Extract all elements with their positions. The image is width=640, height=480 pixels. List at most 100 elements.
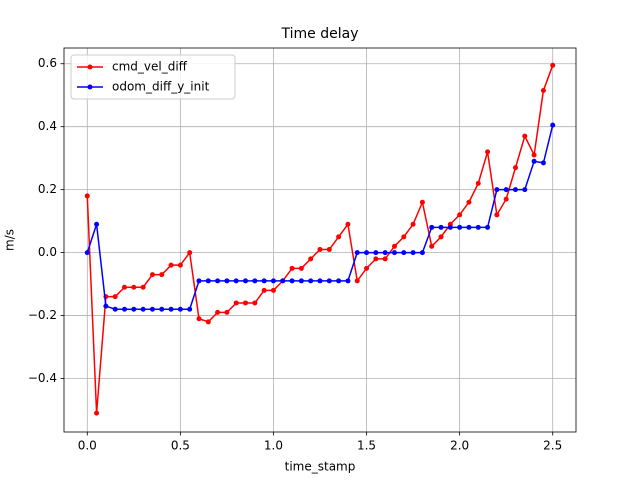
x-tick-label: 0.5 — [171, 439, 190, 453]
point — [457, 212, 463, 218]
point — [475, 180, 481, 186]
point — [187, 250, 193, 256]
point — [410, 250, 416, 256]
legend-label: odom_diff_y_init — [112, 80, 210, 94]
x-tick-label: 1.5 — [357, 439, 376, 453]
point — [438, 224, 444, 230]
point — [354, 278, 360, 284]
point — [466, 199, 472, 205]
point — [336, 278, 342, 284]
point — [112, 294, 118, 300]
point — [159, 272, 165, 278]
x-tick-label: 2.0 — [450, 439, 469, 453]
point — [345, 278, 351, 284]
point — [177, 262, 183, 268]
point — [317, 278, 323, 284]
legend: cmd_vel_diff odom_diff_y_init — [70, 54, 236, 100]
point — [205, 278, 211, 284]
point — [419, 199, 425, 205]
series — [84, 122, 556, 312]
point — [261, 287, 267, 293]
point — [336, 234, 342, 240]
point — [94, 221, 100, 227]
point — [345, 221, 351, 227]
point — [550, 122, 556, 128]
point — [168, 306, 174, 312]
point — [280, 278, 286, 284]
point — [224, 309, 230, 315]
point — [373, 250, 379, 256]
point — [196, 316, 202, 322]
point — [252, 278, 258, 284]
point — [485, 224, 491, 230]
point — [457, 224, 463, 230]
point — [224, 278, 230, 284]
point — [243, 300, 249, 306]
legend-box — [70, 54, 236, 100]
point — [522, 187, 528, 193]
point — [84, 250, 90, 256]
legend-marker — [87, 64, 93, 70]
point — [419, 250, 425, 256]
point — [298, 278, 304, 284]
point — [354, 250, 360, 256]
point — [289, 278, 295, 284]
point — [531, 152, 537, 158]
point — [512, 165, 518, 171]
point — [429, 243, 435, 249]
point — [466, 224, 472, 230]
point — [512, 187, 518, 193]
point — [308, 278, 314, 284]
point — [391, 243, 397, 249]
point — [140, 284, 146, 290]
point — [401, 234, 407, 240]
point — [149, 306, 155, 312]
point — [252, 300, 258, 306]
chart-title: Time delay — [281, 26, 359, 42]
point — [364, 265, 370, 271]
point — [168, 262, 174, 268]
point — [122, 306, 128, 312]
point — [103, 303, 109, 309]
point — [298, 265, 304, 271]
point — [503, 187, 509, 193]
point — [317, 246, 323, 252]
point — [187, 306, 193, 312]
y-tick-label: 0.0 — [38, 245, 57, 259]
point — [494, 212, 500, 218]
legend-label: cmd_vel_diff — [112, 60, 188, 74]
axes-frame — [63, 47, 577, 433]
point — [382, 256, 388, 262]
point — [540, 160, 546, 166]
point — [326, 246, 332, 252]
series — [84, 62, 556, 416]
point — [243, 278, 249, 284]
point — [84, 193, 90, 199]
point — [429, 224, 435, 230]
point — [364, 250, 370, 256]
point — [522, 133, 528, 139]
y-axis-label: m/s — [3, 229, 17, 251]
point — [270, 278, 276, 284]
x-tick-label: 1.0 — [264, 439, 283, 453]
x-tick-label: 2.5 — [543, 439, 562, 453]
y-tick-label: 0.2 — [38, 182, 57, 196]
point — [131, 306, 137, 312]
point — [159, 306, 165, 312]
point — [485, 149, 491, 155]
point — [94, 410, 100, 416]
point — [531, 158, 537, 164]
point — [503, 196, 509, 202]
point — [326, 278, 332, 284]
y-tick-label: 0.6 — [38, 56, 57, 70]
point — [391, 250, 397, 256]
point — [196, 278, 202, 284]
x-axis-label: time_stamp — [285, 460, 356, 474]
point — [270, 287, 276, 293]
point — [140, 306, 146, 312]
point — [308, 256, 314, 262]
point — [205, 319, 211, 325]
x-tick-label: 0.0 — [78, 439, 97, 453]
legend-marker — [87, 84, 93, 90]
